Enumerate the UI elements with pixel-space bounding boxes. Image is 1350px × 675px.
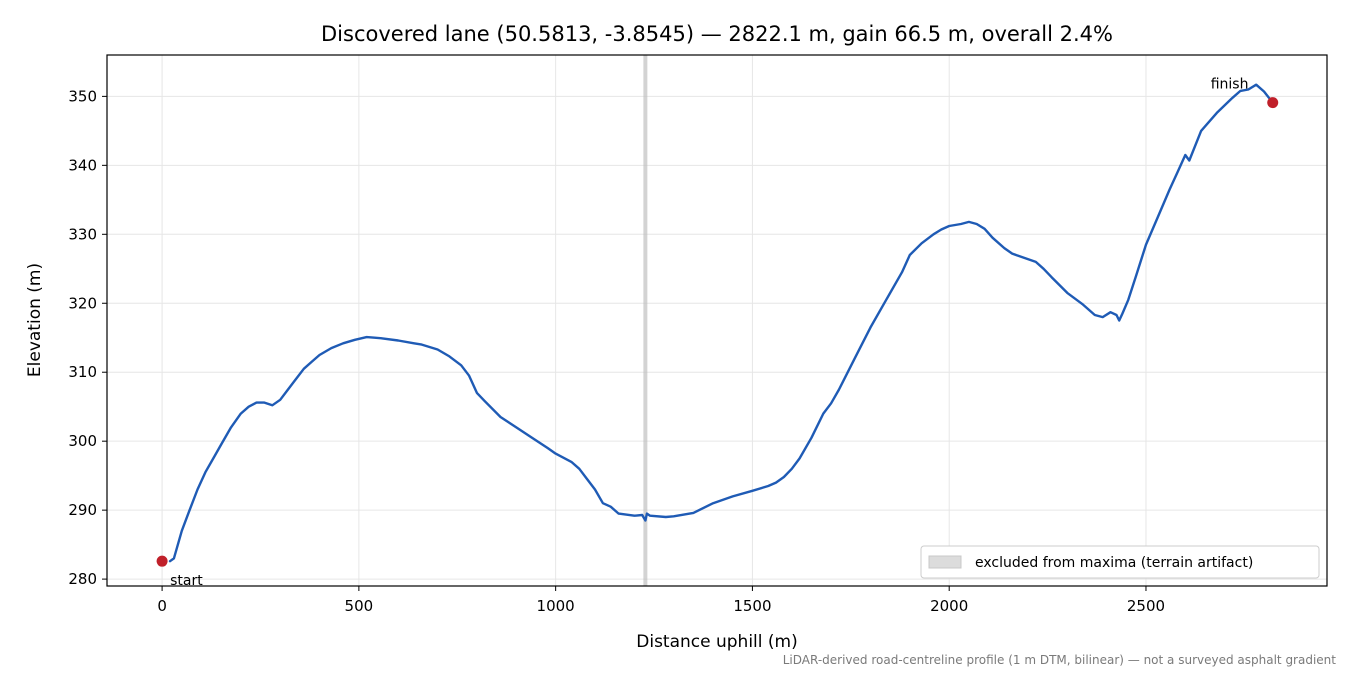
start-label: start bbox=[170, 573, 203, 589]
legend-swatch-excluded bbox=[928, 555, 962, 569]
start-marker bbox=[156, 555, 168, 567]
x-tick-label-1000: 1000 bbox=[537, 597, 575, 615]
x-axis-ticks: 0 500 1000 1500 2000 2500 bbox=[157, 586, 1165, 615]
y-tick-label-350: 350 bbox=[68, 87, 97, 105]
finish-label: finish bbox=[1211, 77, 1249, 93]
legend-box bbox=[920, 545, 1320, 579]
x-axis-label: Distance uphill (m) bbox=[636, 632, 797, 652]
finish-marker bbox=[1267, 97, 1279, 109]
x-tick-label-500: 500 bbox=[345, 597, 374, 615]
y-tick-label-290: 290 bbox=[68, 501, 97, 519]
elevation-series-line-0 bbox=[168, 83, 1274, 563]
marker-layer bbox=[156, 97, 1279, 567]
x-tick-label-1500: 1500 bbox=[733, 597, 771, 615]
legend: excluded from maxima (terrain artifact) bbox=[920, 545, 1320, 579]
x-tick-label-2500: 2500 bbox=[1127, 597, 1165, 615]
y-tick-label-300: 300 bbox=[68, 432, 97, 450]
y-axis-label: Elevation (m) bbox=[25, 263, 45, 377]
y-tick-label-310: 310 bbox=[68, 363, 97, 381]
series-layer bbox=[168, 83, 1274, 563]
y-tick-label-330: 330 bbox=[68, 225, 97, 243]
grid-lines bbox=[107, 55, 1327, 586]
plot-frame bbox=[106, 54, 1328, 587]
y-axis-ticks: 280 290 300 310 320 330 340 350 bbox=[68, 87, 107, 588]
x-tick-label-0: 0 bbox=[157, 597, 167, 615]
y-tick-label-280: 280 bbox=[68, 570, 97, 588]
chart-title: Discovered lane (50.5813, -3.8545) — 282… bbox=[321, 22, 1113, 46]
legend-label-excluded: excluded from maxima (terrain artifact) bbox=[975, 555, 1253, 571]
y-tick-label-320: 320 bbox=[68, 294, 97, 312]
x-tick-label-2000: 2000 bbox=[930, 597, 968, 615]
footnote: LiDAR-derived road-centreline profile (1… bbox=[783, 653, 1337, 667]
y-tick-label-340: 340 bbox=[68, 156, 97, 174]
